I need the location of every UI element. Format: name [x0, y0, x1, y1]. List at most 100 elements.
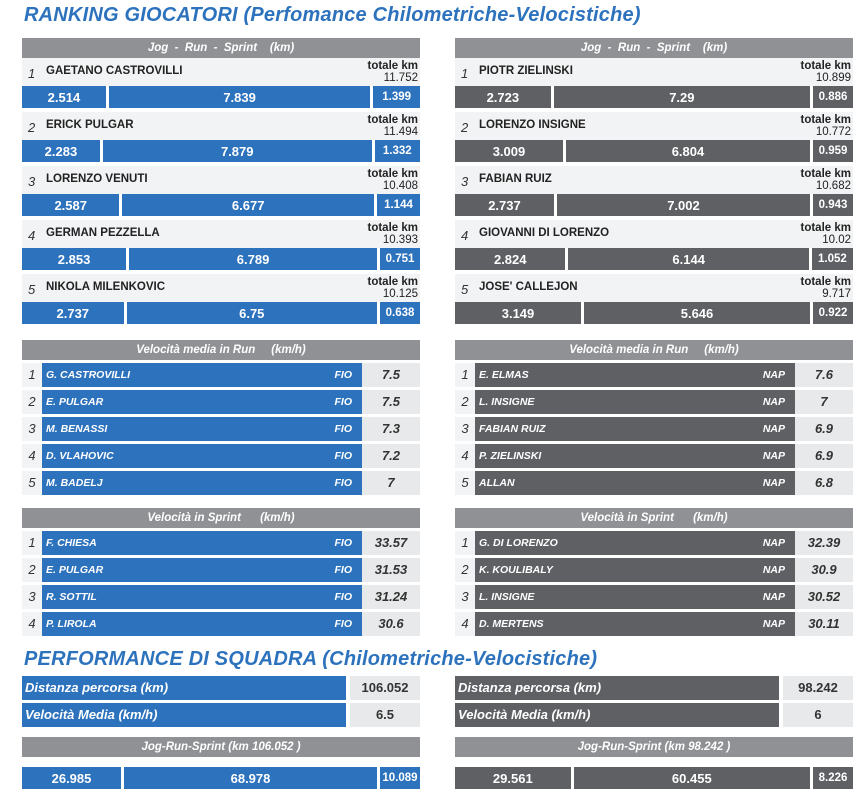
speed-row: 1 E. ELMAS NAP 7.6	[455, 363, 853, 390]
nap-km-header: Jog - Run - Sprint (km)	[455, 38, 853, 58]
speed-row: 1 F. CHIESA FIO 33.57	[22, 531, 420, 558]
speed-row: 4 P. LIROLA FIO 30.6	[22, 612, 420, 639]
sprint-segment: 0.959	[813, 140, 853, 162]
jog-segment: 2.283	[22, 140, 100, 162]
player-total: totale km 11.494	[368, 114, 419, 138]
speed-rank: 4	[455, 612, 475, 636]
speed-player-name: FABIAN RUIZ	[479, 423, 546, 435]
speed-value: 6.9	[795, 444, 853, 468]
player-name: FABIAN RUIZ	[479, 173, 552, 185]
player-rank: 5	[461, 282, 469, 297]
sprint-segment: 1.052	[811, 248, 853, 270]
player-info: 2 LORENZO INSIGNE totale km 10.772	[455, 112, 853, 140]
sprint-segment: 0.943	[813, 194, 853, 216]
team-code: FIO	[334, 396, 353, 408]
nap-team-jrs-header: Jog-Run-Sprint (km 98.242 )	[455, 737, 853, 757]
nap-sprint-rows: 1 G. DI LORENZO NAP 32.39 2 K. KOULIBALY NAP 30…	[455, 531, 853, 639]
team-code: NAP	[762, 618, 785, 630]
jog-segment: 3.009	[455, 140, 563, 162]
nap-run-rows: 1 E. ELMAS NAP 7.6 2 L. INSIGNE NAP 7 3 FABIAN RU…	[455, 363, 853, 498]
speed-row: 2 K. KOULIBALY NAP 30.9	[455, 558, 853, 585]
sprint-segment: 0.751	[380, 248, 420, 270]
speed-value: 33.57	[362, 531, 420, 555]
speed-player-bar: P. LIROLA FIO	[42, 612, 362, 636]
run-segment: 68.978	[123, 767, 377, 789]
fio-team-performance: Distanza percorsa (km) 106.052 Velocità …	[22, 676, 420, 789]
player-total: totale km 10.02	[801, 222, 852, 246]
team-code: FIO	[334, 591, 353, 603]
speed-player-name: G. CASTROVILLI	[46, 369, 130, 381]
sprint-segment: 1.399	[373, 86, 421, 108]
speed-rank: 3	[22, 417, 42, 441]
player-info: 2 ERICK PULGAR totale km 11.494	[22, 112, 420, 140]
speed-row: 4 D. VLAHOVIC FIO 7.2	[22, 444, 420, 471]
team-code: NAP	[762, 369, 785, 381]
player-rank: 1	[461, 66, 469, 81]
total-value: 10.408	[382, 180, 418, 192]
speed-player-bar: D. VLAHOVIC FIO	[42, 444, 362, 468]
player-rank: 2	[461, 120, 469, 135]
nap-speed-value: 6	[783, 703, 853, 727]
speed-row: 2 E. PULGAR FIO 31.53	[22, 558, 420, 585]
nap-team-jrs-bar: 29.561 60.455 8.226	[455, 767, 853, 789]
player-total: totale km 9.717	[801, 276, 852, 300]
player-name: GAETANO CASTROVILLI	[46, 65, 183, 77]
speed-value: 30.52	[795, 585, 853, 609]
speed-row: 3 M. BENASSI FIO 7.3	[22, 417, 420, 444]
sprint-segment: 0.922	[813, 302, 853, 324]
speed-value: 7	[795, 390, 853, 414]
jog-segment: 2.723	[455, 86, 551, 108]
team-code: NAP	[762, 591, 785, 603]
team-code: FIO	[334, 450, 353, 462]
speed-value: 7	[362, 471, 420, 495]
nap-sprint-speed-ranking: Velocità in Sprint (km/h) 1 G. DI LORENZO…	[455, 508, 853, 639]
player-km-row: 4 GERMAN PEZZELLA totale km 10.393 2.853 6.78…	[22, 220, 420, 274]
nap-run-speed-header: Velocità media in Run (km/h)	[455, 340, 853, 360]
player-info: 3 FABIAN RUIZ totale km 10.682	[455, 166, 853, 194]
team-code: FIO	[334, 477, 353, 489]
speed-rank: 2	[22, 390, 42, 414]
sprint-segment: 0.638	[380, 302, 420, 324]
speed-player-name: L. INSIGNE	[479, 396, 535, 408]
speed-row: 3 R. SOTTIL FIO 31.24	[22, 585, 420, 612]
player-km-row: 4 GIOVANNI DI LORENZO totale km 10.02 2.824 6…	[455, 220, 853, 274]
speed-player-bar: D. MERTENS NAP	[475, 612, 795, 636]
fio-run-speed-header: Velocità media in Run (km/h)	[22, 340, 420, 360]
player-info: 4 GERMAN PEZZELLA totale km 10.393	[22, 220, 420, 248]
fio-sprint-speed-header: Velocità in Sprint (km/h)	[22, 508, 420, 528]
speed-row: 2 E. PULGAR FIO 7.5	[22, 390, 420, 417]
speed-rank: 2	[455, 558, 475, 582]
player-total: totale km 10.408	[368, 168, 419, 192]
run-segment: 7.879	[102, 140, 372, 162]
speed-player-bar: F. CHIESA FIO	[42, 531, 362, 555]
fio-km-header: Jog - Run - Sprint (km)	[22, 38, 420, 58]
speed-player-name: K. KOULIBALY	[479, 564, 553, 576]
speed-rank: 5	[22, 471, 42, 495]
speed-rank: 4	[22, 444, 42, 468]
jog-segment: 2.853	[22, 248, 127, 270]
player-rank: 2	[28, 120, 36, 135]
team-code: NAP	[762, 396, 785, 408]
speed-value: 31.24	[362, 585, 420, 609]
nap-run-speed-ranking: Velocità media in Run (km/h) 1 E. ELMAS NA…	[455, 340, 853, 498]
nap-sprint-speed-header: Velocità in Sprint (km/h)	[455, 508, 853, 528]
player-name: PIOTR ZIELINSKI	[479, 65, 573, 77]
jog-segment: 3.149	[455, 302, 582, 324]
player-info: 5 NIKOLA MILENKOVIC totale km 10.125	[22, 274, 420, 302]
player-info: 5 JOSE' CALLEJON totale km 9.717	[455, 274, 853, 302]
speed-rank: 3	[455, 585, 475, 609]
speed-row: 4 P. ZIELINSKI NAP 6.9	[455, 444, 853, 471]
speed-player-name: ALLAN	[479, 477, 515, 489]
nap-distance-value: 98.242	[783, 676, 853, 700]
total-value: 10.899	[815, 72, 851, 84]
speed-player-bar: L. INSIGNE NAP	[475, 390, 795, 414]
speed-player-name: M. BENASSI	[46, 423, 108, 435]
player-name: ERICK PULGAR	[46, 119, 134, 131]
run-segment: 7.002	[556, 194, 810, 216]
team-code: NAP	[762, 423, 785, 435]
player-name: LORENZO VENUTI	[46, 173, 148, 185]
speed-player-bar: M. BENASSI FIO	[42, 417, 362, 441]
speed-value: 7.5	[362, 363, 420, 387]
speed-rank: 4	[22, 612, 42, 636]
player-rank: 5	[28, 282, 36, 297]
